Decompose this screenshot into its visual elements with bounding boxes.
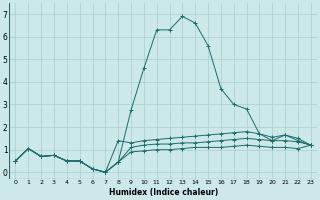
X-axis label: Humidex (Indice chaleur): Humidex (Indice chaleur): [108, 188, 218, 197]
